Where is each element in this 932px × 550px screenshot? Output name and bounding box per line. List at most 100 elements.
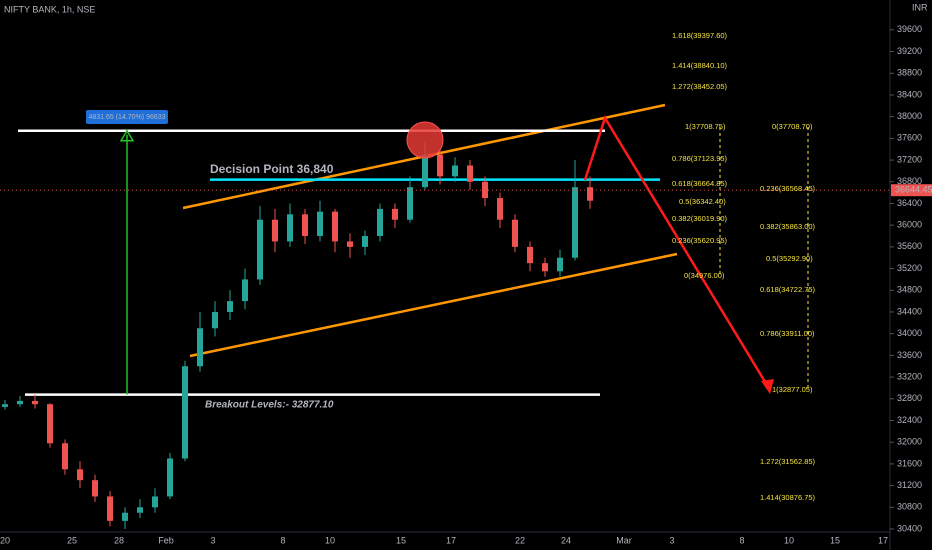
candle-body bbox=[167, 458, 173, 497]
y-tick-label: 39200 bbox=[897, 46, 922, 56]
y-tick-label: 32000 bbox=[897, 437, 922, 447]
highlight-circle bbox=[406, 121, 444, 159]
y-tick-label: 34000 bbox=[897, 328, 922, 338]
candle-body bbox=[527, 246, 533, 264]
y-tick-label: 37200 bbox=[897, 154, 922, 164]
fib-label: 0.5(36342.40) bbox=[679, 197, 726, 206]
x-tick-label: 8 bbox=[280, 535, 285, 545]
candle-body bbox=[302, 214, 308, 237]
y-tick-label: 36000 bbox=[897, 220, 922, 230]
level-label: Breakout Levels:- 32877.10 bbox=[205, 400, 334, 411]
candle-body bbox=[497, 198, 503, 220]
candle-body bbox=[32, 400, 38, 405]
candle-body bbox=[317, 211, 323, 237]
measure-box bbox=[86, 110, 168, 124]
y-tick-label: 35600 bbox=[897, 241, 922, 251]
candle-body bbox=[332, 211, 338, 242]
candle-body bbox=[347, 241, 353, 247]
candle-body bbox=[392, 208, 398, 220]
measure-arrow-head bbox=[119, 129, 135, 142]
x-tick-label: 10 bbox=[325, 535, 335, 545]
y-tick-label: 34400 bbox=[897, 306, 922, 316]
fib-label: 0(34976.00) bbox=[684, 271, 725, 280]
fib-label: 0.618(34722.75) bbox=[760, 285, 816, 294]
candle-body bbox=[122, 512, 128, 521]
measure-label: 4831.65 (14.70%) 96633 bbox=[88, 114, 165, 121]
y-tick-label: 38000 bbox=[897, 111, 922, 121]
fib-label: 1.272(38452.05) bbox=[672, 82, 728, 91]
y-tick-label: 31200 bbox=[897, 480, 922, 490]
candle-body bbox=[542, 263, 548, 272]
fib-label: 1.414(30876.75) bbox=[760, 493, 816, 502]
x-tick-label: 10 bbox=[784, 535, 794, 545]
candle-body bbox=[467, 165, 473, 182]
level-label: Decision Point 36,840 bbox=[210, 162, 334, 176]
fib-label: 0(37708.70) bbox=[772, 122, 813, 131]
x-tick-label: 17 bbox=[446, 535, 456, 545]
fib-label: 1.414(38840.10) bbox=[672, 61, 728, 70]
x-tick-label: 8 bbox=[739, 535, 744, 545]
fib-label: 0.786(33911.00) bbox=[760, 329, 815, 338]
fib-label: 1.618(39397.60) bbox=[672, 31, 728, 40]
candle-body bbox=[242, 279, 248, 302]
fib-label: 1(37708.75) bbox=[685, 122, 726, 131]
y-tick-label: 31600 bbox=[897, 458, 922, 468]
y-tick-label: 36400 bbox=[897, 198, 922, 208]
candle-body bbox=[572, 187, 578, 258]
projection-arrow bbox=[583, 115, 772, 391]
candle-body bbox=[17, 400, 23, 405]
x-tick-label: Feb bbox=[158, 535, 174, 545]
y-tick-label: 38800 bbox=[897, 68, 922, 78]
last-price-label: 36644.45 bbox=[895, 185, 932, 195]
candle-body bbox=[182, 366, 188, 459]
fib-label: 0.382(35863.00) bbox=[760, 222, 816, 231]
candle-body bbox=[137, 507, 143, 513]
arrow-head bbox=[761, 379, 774, 394]
y-tick-label: 33200 bbox=[897, 371, 922, 381]
y-tick-label: 32400 bbox=[897, 415, 922, 425]
fib-label: 0.236(35620.95) bbox=[672, 236, 728, 245]
x-tick-label: 3 bbox=[210, 535, 215, 545]
x-tick-label: 3 bbox=[669, 535, 674, 545]
candle-body bbox=[77, 469, 83, 481]
y-tick-label: 37600 bbox=[897, 133, 922, 143]
candle-body bbox=[437, 154, 443, 177]
last-price-box bbox=[891, 184, 932, 197]
y-tick-label: 38400 bbox=[897, 89, 922, 99]
candle-body bbox=[2, 404, 8, 407]
y-tick-label: 39600 bbox=[897, 24, 922, 34]
candle-body bbox=[212, 311, 218, 329]
candle-body bbox=[257, 219, 263, 280]
candle-body bbox=[587, 187, 593, 201]
candle-body bbox=[227, 301, 233, 312]
y-tick-label: 34800 bbox=[897, 285, 922, 295]
currency: INR bbox=[912, 2, 928, 12]
candle-body bbox=[107, 496, 113, 521]
fib-label: 0.382(36019.90) bbox=[672, 214, 728, 223]
x-tick-label: 28 bbox=[114, 535, 124, 545]
fib-label: 0.5(35292.90) bbox=[766, 254, 813, 263]
candle-body bbox=[362, 236, 368, 247]
plot-layer: 30400 30800 31200 31600 32000 32400 32800 33200… bbox=[0, 24, 922, 545]
fib-label: 0.786(37123.95) bbox=[672, 154, 728, 163]
y-tick-label: 30400 bbox=[897, 523, 922, 533]
y-tick-label: 36800 bbox=[897, 176, 922, 186]
fib-label: 0.618(36664.85) bbox=[672, 179, 728, 188]
x-tick-label: 15 bbox=[396, 535, 406, 545]
chart-title: NIFTY BANK, 1h, NSE bbox=[4, 4, 95, 14]
y-tick-label: 32800 bbox=[897, 393, 922, 403]
candle-body bbox=[422, 154, 428, 188]
channel-lower bbox=[189, 252, 678, 358]
x-tick-label: Mar bbox=[616, 535, 632, 545]
candle-body bbox=[407, 187, 413, 220]
x-tick-label: 22 bbox=[515, 535, 525, 545]
x-tick-label: 17 bbox=[878, 535, 888, 545]
candle-body bbox=[557, 257, 563, 272]
candle-body bbox=[47, 404, 53, 444]
y-tick-label: 30800 bbox=[897, 502, 922, 512]
x-tick-label: 25 bbox=[67, 535, 77, 545]
candle-body bbox=[272, 219, 278, 242]
x-tick-label: 15 bbox=[830, 535, 840, 545]
